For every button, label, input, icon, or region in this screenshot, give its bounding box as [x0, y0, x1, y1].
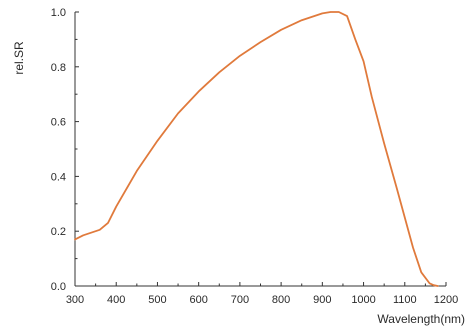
x-tick-label: 1000 — [351, 294, 375, 306]
x-tick-label: 1200 — [434, 294, 458, 306]
series-group — [75, 12, 438, 286]
x-tick-label: 600 — [189, 294, 207, 306]
y-tick-label: 0.4 — [51, 171, 66, 183]
x-tick-label: 900 — [313, 294, 331, 306]
x-tick-label: 500 — [148, 294, 166, 306]
y-tick-label: 1.0 — [51, 7, 66, 19]
x-tick-label: 800 — [272, 294, 290, 306]
x-tick-label: 700 — [231, 294, 249, 306]
y-axis-title: rel.SR — [12, 41, 26, 75]
y-tick-label: 0.6 — [51, 117, 66, 129]
x-tick-label: 1100 — [393, 294, 417, 306]
axes — [75, 12, 446, 286]
x-axis-title: Wavelength(nm) — [377, 312, 465, 326]
y-tick-label: 0.2 — [51, 226, 66, 238]
series-line — [75, 12, 438, 286]
x-tick-label: 400 — [107, 294, 125, 306]
y-tick-label: 0.8 — [51, 62, 66, 74]
x-tick-label: 300 — [66, 294, 84, 306]
y-tick-label: 0.0 — [51, 281, 66, 293]
